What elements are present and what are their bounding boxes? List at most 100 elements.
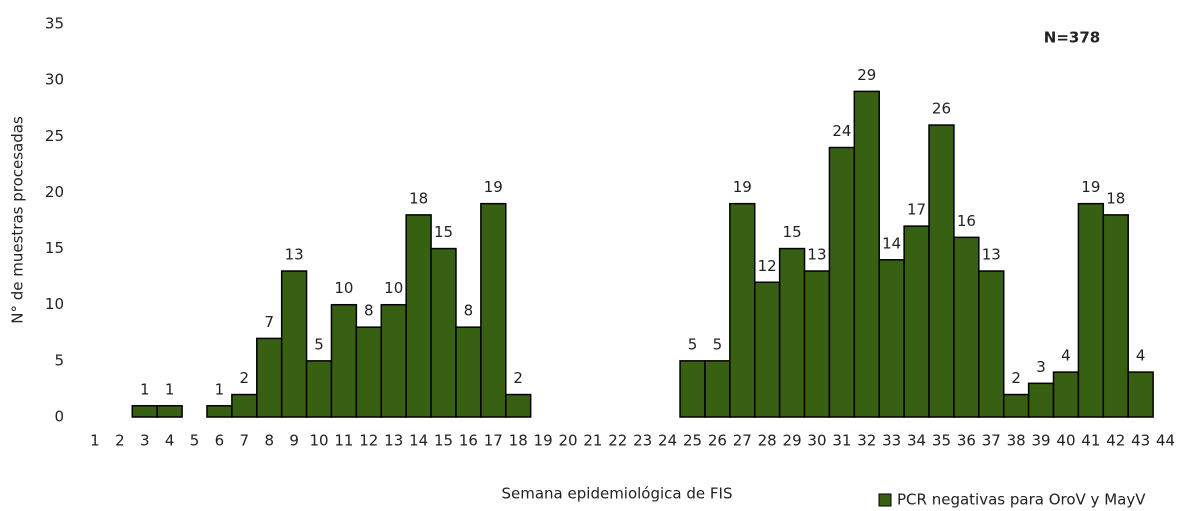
x-tick-label: 17 — [484, 432, 503, 450]
bar — [231, 393, 258, 418]
x-tick-label: 16 — [459, 432, 478, 450]
x-tick-label: 12 — [359, 432, 378, 450]
data-label: 16 — [957, 212, 976, 230]
x-tick-label: 14 — [409, 432, 428, 450]
data-label: 24 — [832, 122, 851, 140]
x-tick-label: 19 — [534, 432, 553, 450]
bar — [455, 326, 482, 418]
x-tick-label: 40 — [1056, 432, 1075, 450]
bar — [1127, 371, 1154, 418]
y-tick-label: 5 — [54, 351, 64, 369]
y-tick-label: 15 — [45, 239, 64, 257]
x-tick-label: 22 — [608, 432, 627, 450]
bar — [704, 360, 731, 418]
data-label: 15 — [434, 223, 453, 241]
x-tick-label: 27 — [733, 432, 752, 450]
x-tick-label: 4 — [165, 432, 175, 450]
data-label: 13 — [285, 246, 304, 264]
x-tick-label: 43 — [1131, 432, 1150, 450]
bar — [679, 360, 706, 418]
bar — [280, 270, 308, 418]
bar — [1102, 214, 1129, 418]
bar — [206, 405, 233, 418]
bar — [1002, 393, 1030, 418]
data-label: 5 — [713, 335, 723, 353]
data-label: 14 — [882, 234, 901, 252]
data-label: 2 — [513, 369, 523, 387]
x-tick-label: 42 — [1106, 432, 1125, 450]
x-tick-label: 35 — [932, 432, 951, 450]
data-label: 1 — [215, 380, 225, 398]
data-label: 26 — [932, 100, 951, 118]
bar — [1052, 371, 1080, 418]
data-label: 17 — [907, 201, 926, 219]
data-label: 3 — [1036, 358, 1046, 376]
bar — [430, 247, 457, 418]
data-label: 15 — [783, 223, 802, 241]
data-label: 18 — [1106, 189, 1125, 207]
bar — [953, 236, 980, 418]
x-tick-label: 30 — [807, 432, 826, 450]
x-tick-label: 3 — [140, 432, 150, 450]
x-tick-label: 1 — [90, 432, 100, 450]
x-tick-label: 28 — [758, 432, 777, 450]
data-label: 4 — [1136, 347, 1146, 365]
data-label: 10 — [384, 279, 403, 297]
x-tick-label: 34 — [907, 432, 926, 450]
bar — [878, 259, 905, 418]
bar — [256, 337, 283, 418]
x-tick-label: 8 — [264, 432, 274, 450]
data-label: 2 — [1011, 369, 1021, 387]
bar — [978, 270, 1005, 418]
x-tick-label: 2 — [115, 432, 125, 450]
data-label: 19 — [484, 178, 503, 196]
x-tick-label: 33 — [882, 432, 901, 450]
data-label: 4 — [1061, 347, 1071, 365]
bar — [156, 405, 183, 418]
y-tick-label: 30 — [45, 71, 64, 89]
data-label: 2 — [240, 369, 250, 387]
x-tick-label: 39 — [1032, 432, 1051, 450]
bar — [928, 124, 955, 418]
x-tick-label: 26 — [708, 432, 727, 450]
data-label: 8 — [464, 302, 474, 320]
legend-label: PCR negativas para OroV y MayV — [897, 491, 1146, 509]
x-tick-label: 38 — [1007, 432, 1026, 450]
bar — [1027, 382, 1055, 418]
x-tick-label: 7 — [240, 432, 250, 450]
x-tick-label: 5 — [190, 432, 200, 450]
data-label: 5 — [314, 335, 324, 353]
bar — [778, 247, 806, 418]
bar — [380, 303, 407, 418]
x-tick-label: 29 — [783, 432, 802, 450]
x-tick-label: 6 — [215, 432, 225, 450]
x-axis-title: Semana epidemiológica de FIS — [502, 485, 733, 503]
bar — [405, 214, 432, 418]
y-tick-label: 10 — [45, 295, 64, 313]
x-tick-label: 9 — [289, 432, 299, 450]
bar — [803, 270, 831, 418]
data-label: 10 — [334, 279, 353, 297]
y-tick-label: 20 — [45, 183, 64, 201]
data-label: 5 — [688, 335, 698, 353]
bar — [853, 90, 880, 418]
y-axis-title: N° de muestras procesadas — [9, 116, 27, 324]
x-tick-label: 21 — [583, 432, 602, 450]
x-tick-label: 10 — [309, 432, 328, 450]
bar — [1077, 202, 1105, 418]
y-tick-label: 25 — [45, 127, 64, 145]
y-tick-label: 35 — [45, 15, 64, 33]
data-label: 1 — [140, 380, 150, 398]
annotation: N=378 — [1044, 29, 1100, 47]
x-tick-label: 18 — [509, 432, 528, 450]
x-tick-label: 23 — [633, 432, 652, 450]
x-tick-label: 31 — [832, 432, 851, 450]
data-label: 19 — [1081, 178, 1100, 196]
x-tick-label: 32 — [857, 432, 876, 450]
bar — [330, 303, 358, 418]
data-label: 12 — [758, 257, 777, 275]
data-label: 13 — [807, 246, 826, 264]
bar — [355, 326, 383, 418]
x-tick-label: 13 — [384, 432, 403, 450]
